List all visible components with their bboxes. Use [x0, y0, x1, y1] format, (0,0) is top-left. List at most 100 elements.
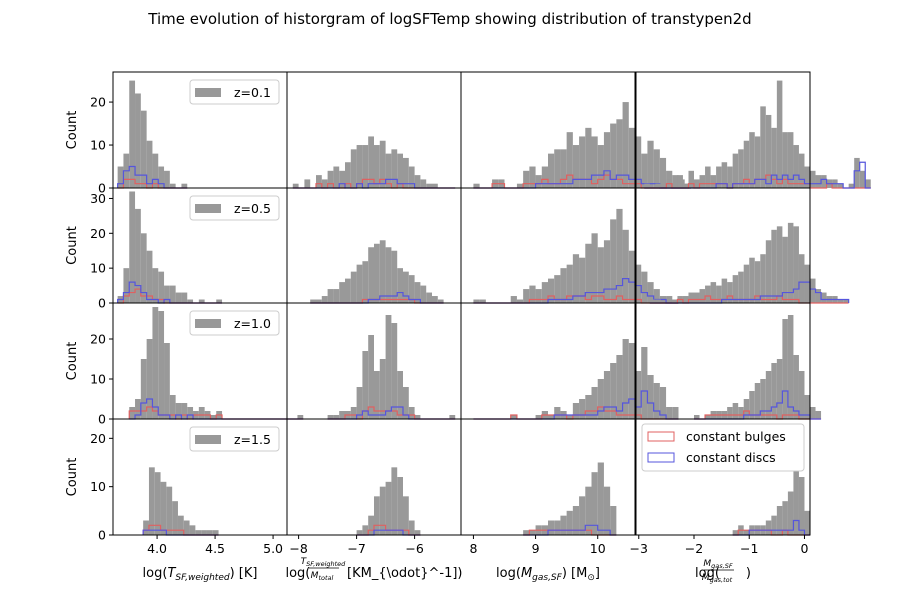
bar-all [672, 407, 679, 419]
panel-r3-c2 [460, 418, 636, 536]
bar-all [622, 102, 629, 188]
y-tick-label: 0 [98, 528, 106, 543]
bar-all [535, 415, 542, 419]
bar-all [152, 268, 159, 303]
y-tick-label: 30 [90, 191, 106, 206]
bar-all [710, 282, 717, 303]
bar-all [169, 285, 176, 303]
x-tick-label: 9 [532, 541, 540, 556]
bar-all [743, 530, 750, 535]
bar-all [688, 170, 694, 188]
panel-r2-c0: 0 10 20 Count z=1.0 [65, 302, 304, 427]
bar-all [688, 292, 694, 303]
bar-all [837, 183, 844, 188]
bar-all [535, 289, 542, 303]
bar-all [760, 254, 766, 303]
bar-all [694, 179, 700, 188]
bar-all [216, 299, 223, 303]
bar-all [585, 486, 592, 535]
bar-all [198, 407, 205, 419]
panel-r1-c1 [286, 187, 462, 304]
bar-all [647, 140, 654, 188]
bar-all [379, 140, 386, 188]
panel-r1-c0: 0 10 20 30 Count z=0.5 [65, 187, 288, 311]
bar-all [403, 157, 409, 188]
bar-all [158, 271, 165, 303]
bar-all [510, 415, 517, 419]
panel-r0-c3 [635, 71, 871, 189]
bar-all [362, 145, 369, 188]
x-tick-label: −7 [347, 541, 365, 556]
bar-all [810, 407, 816, 419]
bar-all [554, 149, 561, 188]
bar-all [798, 477, 805, 535]
bar-all [166, 486, 173, 535]
bar-all [316, 175, 322, 188]
bar-all [653, 149, 660, 188]
bar-all [566, 132, 573, 188]
panel-grid: 0 10 20 Count z=0.1 0 10 20 30 Count z=0.5 0 10 20 Cou… [65, 71, 871, 584]
bar-all [579, 136, 586, 188]
bar-all [391, 250, 398, 303]
bar-all [671, 299, 678, 303]
y-tick-label: 20 [90, 226, 106, 241]
bar-all [738, 407, 744, 419]
bar-all [379, 359, 386, 419]
bar-all [374, 145, 380, 188]
bar-all [187, 299, 194, 303]
panel-r2-c1 [286, 302, 462, 420]
bar-all [671, 183, 678, 188]
panel-frame [635, 418, 811, 536]
bar-all [641, 271, 648, 303]
bar-all [408, 407, 415, 419]
bar-all [682, 296, 689, 303]
bar-all [198, 299, 205, 303]
bar-all [732, 153, 739, 188]
bar-all [321, 179, 328, 188]
bar-all [362, 351, 369, 419]
bar-all [837, 299, 844, 303]
bar-all [175, 292, 182, 303]
bar-all [655, 183, 661, 188]
bar-all [333, 289, 340, 303]
bar-all [408, 275, 415, 303]
x-axis-label: log( [KM_{\odot}^-1]) [285, 566, 462, 581]
bar-all [716, 285, 722, 303]
bar-all [397, 268, 403, 303]
bar-all [641, 347, 648, 419]
bar-all [304, 179, 311, 188]
panel-r0-c0: 0 10 20 Count z=0.1 [65, 71, 288, 196]
bar-all [705, 415, 711, 419]
bar-all [437, 299, 444, 303]
bar-all [585, 243, 592, 303]
panel-r2-c2 [460, 302, 679, 420]
bar-all [350, 271, 357, 303]
bar-all [616, 119, 623, 188]
x-tick-label: −6 [405, 541, 423, 556]
bar-all [368, 335, 374, 419]
bar-all [160, 481, 167, 535]
bar-all [146, 339, 153, 419]
bar-all [765, 240, 772, 303]
bar-all [523, 530, 530, 535]
bar-all [321, 296, 328, 303]
bar-all [181, 403, 188, 419]
bar-all [787, 315, 794, 419]
fraction-denominator: Mtotal [311, 571, 334, 582]
bar-all [821, 292, 827, 303]
bar-all [727, 282, 733, 303]
bar-all [666, 407, 673, 419]
y-axis-label: Count [65, 458, 80, 497]
bar-all [426, 183, 432, 188]
bar-all [516, 183, 524, 188]
bar-all [201, 530, 207, 535]
bar-all [152, 153, 159, 188]
bar-all [765, 371, 772, 419]
bar-all [659, 157, 667, 188]
y-tick-label: 10 [90, 138, 106, 153]
bar-all [172, 501, 178, 535]
bar-all [815, 411, 822, 419]
y-tick-label: 0 [98, 412, 106, 427]
bar-all [385, 481, 392, 535]
bar-all [597, 379, 604, 419]
